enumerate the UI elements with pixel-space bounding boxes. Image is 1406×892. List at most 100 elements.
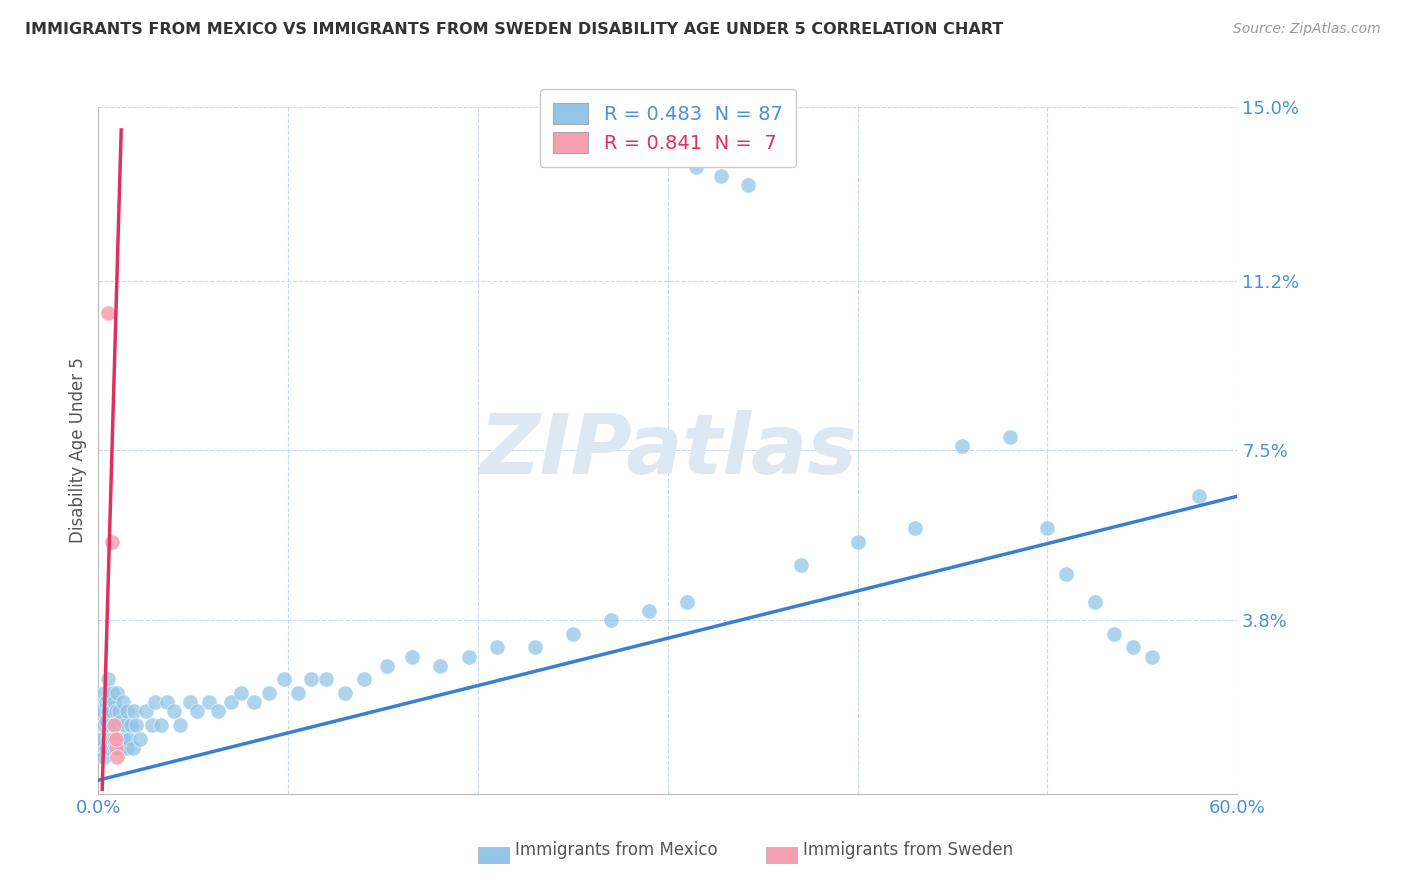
Point: [100, 686, 122, 700]
Point: [125, 718, 148, 732]
Point: [486, 640, 509, 655]
Point: [114, 718, 136, 732]
Point: [287, 686, 309, 700]
Point: [353, 673, 375, 687]
Point: [91, 705, 114, 719]
Point: [562, 626, 585, 640]
Point: [429, 658, 451, 673]
Point: [207, 705, 229, 719]
Point: [110, 741, 132, 756]
Point: [1140, 649, 1163, 664]
Point: [100, 705, 122, 719]
Point: [1122, 640, 1144, 655]
Point: [998, 430, 1021, 444]
Point: [124, 705, 146, 719]
Point: [110, 714, 132, 728]
Point: [104, 741, 127, 756]
Point: [94, 695, 117, 709]
Point: [145, 695, 167, 709]
Point: [108, 731, 131, 746]
Point: [273, 673, 295, 687]
Point: [129, 731, 152, 746]
Point: [104, 731, 127, 746]
Legend: R = 0.483  N = 87, R = 0.841  N =  7: R = 0.483 N = 87, R = 0.841 N = 7: [540, 89, 796, 167]
Point: [1036, 521, 1059, 535]
Point: [98, 741, 121, 756]
Point: [243, 695, 266, 709]
Text: IMMIGRANTS FROM MEXICO VS IMMIGRANTS FROM SWEDEN DISABILITY AGE UNDER 5 CORRELAT: IMMIGRANTS FROM MEXICO VS IMMIGRANTS FRO…: [25, 22, 1004, 37]
Point: [98, 695, 121, 709]
Text: Immigrants from Sweden: Immigrants from Sweden: [803, 841, 1012, 859]
Point: [97, 731, 120, 746]
Point: [120, 718, 142, 732]
Text: Immigrants from Mexico: Immigrants from Mexico: [515, 841, 717, 859]
Y-axis label: Disability Age Under 5: Disability Age Under 5: [69, 358, 87, 543]
Point: [197, 695, 219, 709]
Point: [94, 741, 117, 756]
Point: [1084, 594, 1107, 608]
Point: [904, 521, 927, 535]
Point: [94, 714, 117, 728]
Point: [93, 750, 115, 764]
Point: [676, 594, 699, 608]
Point: [150, 718, 173, 732]
Point: [115, 741, 138, 756]
Point: [91, 731, 114, 746]
Point: [229, 686, 252, 700]
Point: [375, 658, 398, 673]
Point: [97, 306, 120, 320]
Point: [100, 731, 122, 746]
Point: [103, 718, 125, 732]
Point: [457, 649, 479, 664]
Point: [112, 695, 135, 709]
Point: [104, 705, 127, 719]
Point: [335, 686, 357, 700]
Point: [1188, 489, 1211, 503]
Point: [97, 673, 120, 687]
Point: [790, 558, 813, 572]
Point: [638, 604, 661, 618]
Point: [98, 718, 121, 732]
Point: [104, 731, 127, 746]
Point: [259, 686, 281, 700]
Point: [315, 673, 337, 687]
Point: [93, 718, 115, 732]
Text: Source: ZipAtlas.com: Source: ZipAtlas.com: [1233, 22, 1381, 37]
Point: [299, 673, 322, 687]
Point: [179, 695, 201, 709]
Text: ZIPatlas: ZIPatlas: [479, 410, 856, 491]
Point: [737, 178, 759, 192]
Point: [100, 535, 122, 549]
Point: [118, 731, 141, 746]
Point: [163, 705, 186, 719]
Point: [135, 705, 157, 719]
Point: [600, 613, 623, 627]
Point: [524, 640, 547, 655]
Point: [103, 741, 125, 756]
Point: [156, 695, 179, 709]
Point: [108, 705, 131, 719]
Point: [115, 705, 138, 719]
Point: [846, 535, 869, 549]
Point: [121, 741, 143, 756]
Point: [710, 169, 733, 183]
Point: [186, 705, 208, 719]
Point: [107, 741, 129, 756]
Point: [169, 718, 191, 732]
Point: [112, 731, 135, 746]
Point: [1102, 626, 1125, 640]
Point: [93, 686, 115, 700]
Point: [1056, 567, 1078, 582]
Point: [97, 705, 120, 719]
Point: [141, 718, 163, 732]
Point: [950, 439, 973, 453]
Point: [221, 695, 243, 709]
Point: [107, 686, 129, 700]
Point: [103, 718, 125, 732]
Point: [89, 741, 111, 756]
Point: [401, 649, 423, 664]
Point: [107, 718, 129, 732]
Point: [103, 731, 125, 746]
Point: [103, 695, 125, 709]
Point: [107, 750, 129, 764]
